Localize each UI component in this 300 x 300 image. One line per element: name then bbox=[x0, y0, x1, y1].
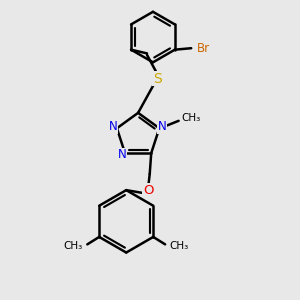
Text: S: S bbox=[153, 72, 162, 86]
Text: CH₃: CH₃ bbox=[169, 241, 189, 251]
Text: N: N bbox=[109, 120, 118, 133]
Text: Br: Br bbox=[197, 42, 210, 55]
Text: N: N bbox=[158, 120, 167, 133]
Text: CH₃: CH₃ bbox=[181, 113, 200, 123]
Text: CH₃: CH₃ bbox=[64, 241, 83, 251]
Text: O: O bbox=[143, 184, 154, 197]
Text: N: N bbox=[118, 148, 126, 161]
